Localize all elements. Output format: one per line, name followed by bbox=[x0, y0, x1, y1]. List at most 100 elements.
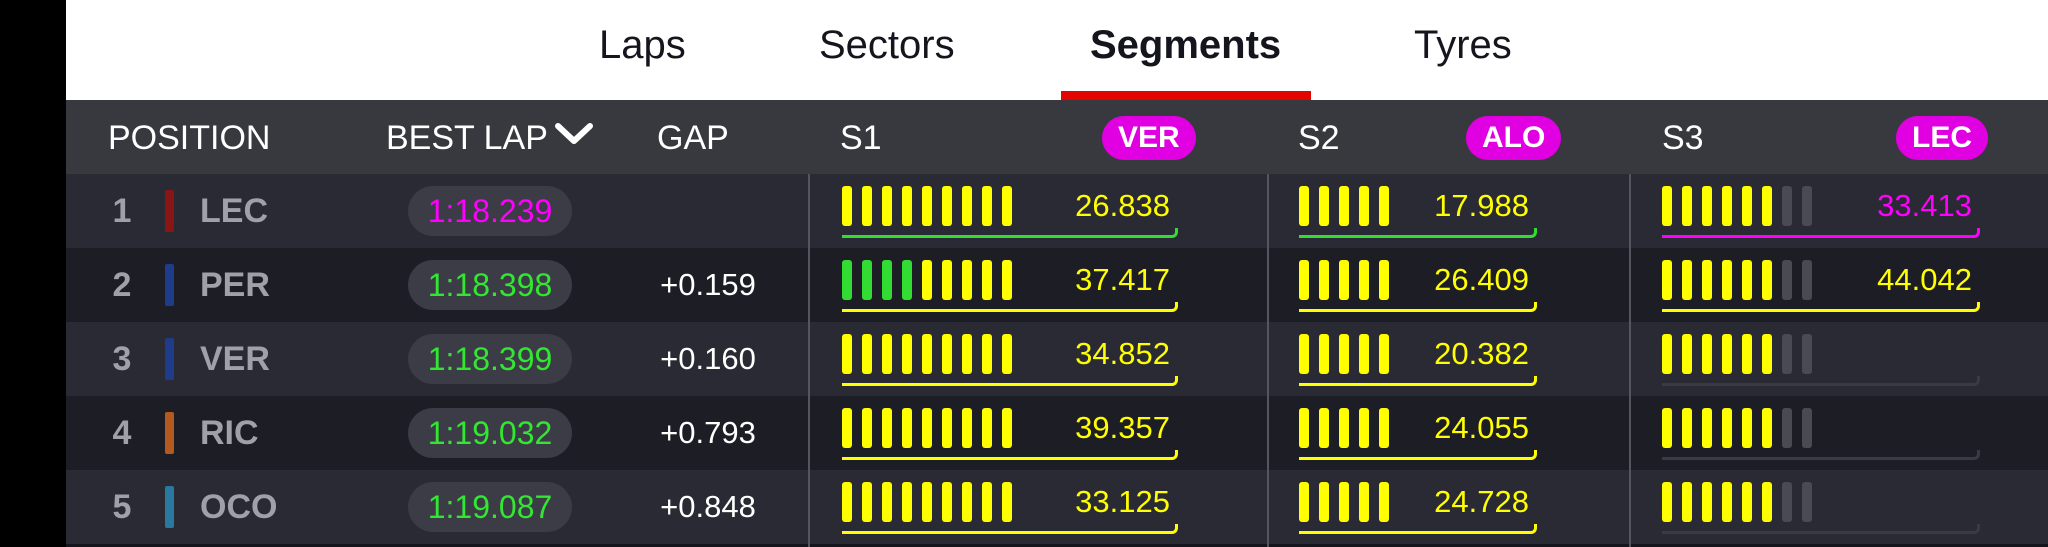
team-color-bar bbox=[165, 190, 174, 232]
mini-sector bbox=[1339, 408, 1349, 448]
mini-sector bbox=[922, 186, 932, 226]
table-row[interactable]: 1 LEC 1:18.239 26.838 17.988 33.413 bbox=[66, 174, 2048, 248]
s1-time: 37.417 bbox=[1075, 262, 1170, 297]
gap-value bbox=[637, 190, 779, 232]
mini-sector bbox=[1319, 334, 1329, 374]
table-row[interactable]: 3 VER 1:18.399 +0.160 34.852 20.382 bbox=[66, 322, 2048, 396]
mini-sector bbox=[1379, 334, 1389, 374]
mini-sector bbox=[1662, 408, 1672, 448]
mini-sector bbox=[922, 260, 932, 300]
mini-sector bbox=[1782, 260, 1792, 300]
mini-sector bbox=[1299, 408, 1309, 448]
s1-cell: 37.417 bbox=[842, 248, 1186, 322]
mini-sector bbox=[1002, 334, 1012, 374]
s1-progress-line bbox=[842, 450, 1178, 460]
s1-progress-line bbox=[842, 302, 1178, 312]
best-lap-header[interactable]: BEST LAP bbox=[386, 118, 594, 158]
mini-sector bbox=[1722, 482, 1732, 522]
position-number: 1 bbox=[112, 192, 132, 230]
mini-sector bbox=[922, 408, 932, 448]
mini-sector bbox=[1702, 186, 1712, 226]
mini-sector bbox=[1359, 408, 1369, 448]
s2-progress-line bbox=[1299, 450, 1537, 460]
s3-cell bbox=[1662, 470, 1988, 544]
s3-fastest-badge: LEC bbox=[1896, 116, 1988, 160]
mini-sector bbox=[862, 186, 872, 226]
s3-header: S3 bbox=[1662, 119, 1704, 157]
s2-progress-line bbox=[1299, 524, 1537, 534]
table-row[interactable]: 4 RIC 1:19.032 +0.793 39.357 24.055 bbox=[66, 396, 2048, 470]
mini-sector bbox=[922, 482, 932, 522]
s2-progress-line bbox=[1299, 376, 1537, 386]
s3-progress-line bbox=[1662, 376, 1980, 386]
s1-cell: 34.852 bbox=[842, 322, 1186, 396]
driver-code: LEC bbox=[200, 192, 268, 230]
mini-sector bbox=[1802, 334, 1812, 374]
mini-sector bbox=[962, 260, 972, 300]
mini-sector bbox=[1299, 482, 1309, 522]
mini-sector bbox=[862, 334, 872, 374]
mini-sector bbox=[1002, 482, 1012, 522]
tab-segments[interactable]: Segments bbox=[1090, 23, 1282, 67]
mini-sector bbox=[1802, 408, 1812, 448]
mini-sector bbox=[882, 334, 892, 374]
mini-sector bbox=[1339, 482, 1349, 522]
mini-sector bbox=[1682, 260, 1692, 300]
mini-sector bbox=[1662, 334, 1672, 374]
active-tab-indicator bbox=[1061, 91, 1311, 100]
mini-sector bbox=[1742, 408, 1752, 448]
mini-sector bbox=[902, 482, 912, 522]
mini-sector bbox=[842, 186, 852, 226]
mini-sector bbox=[1359, 260, 1369, 300]
table-row[interactable]: 5 OCO 1:19.087 +0.848 33.125 24.728 bbox=[66, 470, 2048, 544]
s1-progress-line bbox=[842, 228, 1178, 238]
mini-sector bbox=[882, 482, 892, 522]
gap-value: +0.793 bbox=[660, 415, 756, 450]
table-row[interactable]: 2 PER 1:18.398 +0.159 37.417 26.409 44.042 bbox=[66, 248, 2048, 322]
mini-sector bbox=[942, 408, 952, 448]
s2-header: S2 bbox=[1298, 119, 1340, 157]
mini-sector bbox=[962, 482, 972, 522]
s3-time: 33.413 bbox=[1877, 188, 1972, 223]
s2-time: 24.055 bbox=[1434, 410, 1529, 445]
gap-header: GAP bbox=[657, 119, 729, 157]
team-color-bar bbox=[165, 486, 174, 528]
mini-sector bbox=[1742, 260, 1752, 300]
mini-sector bbox=[1682, 334, 1692, 374]
mini-sector bbox=[1682, 186, 1692, 226]
mini-sector bbox=[1359, 334, 1369, 374]
s1-time: 26.838 bbox=[1075, 188, 1170, 223]
driver-code: VER bbox=[200, 340, 270, 378]
tab-laps[interactable]: Laps bbox=[599, 23, 686, 67]
s1-cell: 33.125 bbox=[842, 470, 1186, 544]
tab-sectors[interactable]: Sectors bbox=[819, 23, 955, 67]
s2-cell: 20.382 bbox=[1299, 322, 1545, 396]
mini-sector bbox=[982, 482, 992, 522]
mini-sector bbox=[942, 186, 952, 226]
tab-tyres[interactable]: Tyres bbox=[1414, 23, 1512, 67]
mini-sector bbox=[1742, 186, 1752, 226]
s2-progress-line bbox=[1299, 302, 1537, 312]
s2-cell: 17.988 bbox=[1299, 174, 1545, 248]
mini-sector bbox=[1722, 260, 1732, 300]
s1-header: S1 bbox=[840, 119, 882, 157]
mini-sector bbox=[1379, 408, 1389, 448]
gap-value: +0.159 bbox=[660, 267, 756, 302]
gap-value: +0.848 bbox=[660, 489, 756, 524]
mini-sector bbox=[862, 408, 872, 448]
mini-sector bbox=[1379, 482, 1389, 522]
mini-sector bbox=[1662, 482, 1672, 522]
mini-sector bbox=[882, 408, 892, 448]
s3-cell bbox=[1662, 322, 1988, 396]
mini-sector bbox=[1722, 186, 1732, 226]
column-divider bbox=[1267, 174, 1269, 547]
mini-sector bbox=[842, 260, 852, 300]
segments-app: Laps Sectors Segments Tyres POSITION BES… bbox=[66, 0, 2048, 547]
mini-sector bbox=[1762, 334, 1772, 374]
mini-sector bbox=[882, 186, 892, 226]
mini-sector bbox=[1002, 408, 1012, 448]
mini-sector bbox=[1299, 260, 1309, 300]
mini-sector bbox=[1319, 186, 1329, 226]
mini-sector bbox=[902, 334, 912, 374]
mini-sector bbox=[1682, 482, 1692, 522]
